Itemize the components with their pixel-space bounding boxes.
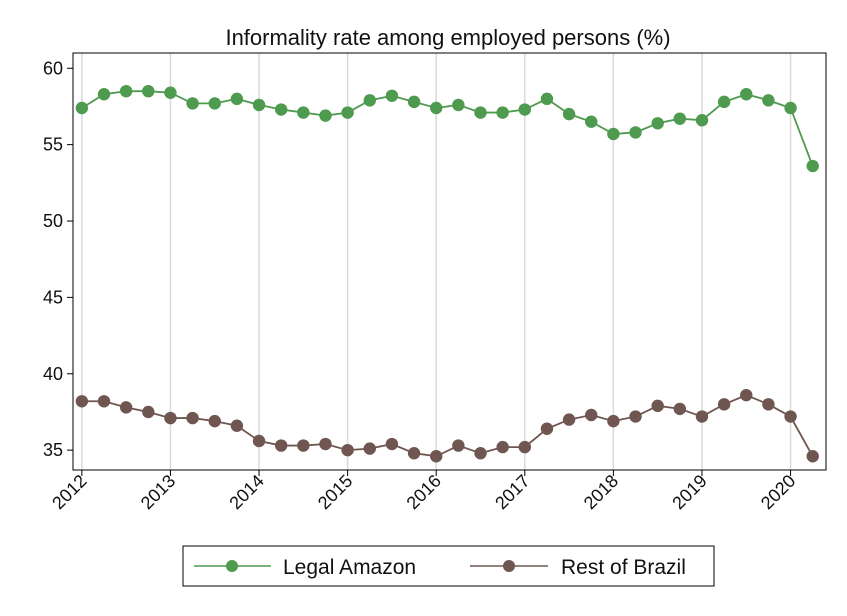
y-tick-label-45: 45 xyxy=(43,287,63,307)
data-point-legal-amazon-2 xyxy=(119,84,133,98)
series-line-rest-of-brazil xyxy=(81,394,814,458)
chart-title: Informality rate among employed persons … xyxy=(225,25,670,50)
data-point-rest-of-brazil-0 xyxy=(75,395,89,408)
x-tick-label-2014: 2014 xyxy=(225,471,267,513)
data-point-legal-amazon-8 xyxy=(252,98,266,112)
data-point-legal-amazon-28 xyxy=(695,114,709,127)
x-tick-label-2017: 2017 xyxy=(491,471,533,513)
data-point-rest-of-brazil-19 xyxy=(496,440,509,454)
data-point-rest-of-brazil-13 xyxy=(363,442,376,455)
data-point-legal-amazon-6 xyxy=(208,97,221,110)
data-point-legal-amazon-16 xyxy=(430,101,443,115)
data-point-legal-amazon-0 xyxy=(75,101,89,115)
data-point-legal-amazon-25 xyxy=(629,126,642,139)
x-tick-label-2019: 2019 xyxy=(668,471,710,513)
data-point-legal-amazon-15 xyxy=(407,95,421,109)
data-point-rest-of-brazil-27 xyxy=(673,402,687,416)
grid-lines xyxy=(81,53,792,470)
data-point-legal-amazon-17 xyxy=(452,98,465,112)
legend-marker-legal-amazon xyxy=(226,560,238,572)
data-point-rest-of-brazil-14 xyxy=(385,437,399,451)
data-point-legal-amazon-3 xyxy=(142,84,155,98)
y-tick-label-40: 40 xyxy=(43,364,63,384)
plot-frame xyxy=(72,52,827,471)
data-point-rest-of-brazil-4 xyxy=(164,411,177,425)
data-point-rest-of-brazil-11 xyxy=(319,437,332,451)
data-point-legal-amazon-1 xyxy=(97,88,111,101)
data-point-rest-of-brazil-22 xyxy=(562,413,576,426)
data-point-rest-of-brazil-8 xyxy=(252,434,266,448)
data-point-rest-of-brazil-1 xyxy=(97,395,111,408)
data-point-legal-amazon-24 xyxy=(607,127,620,141)
data-point-rest-of-brazil-12 xyxy=(341,443,354,457)
series xyxy=(75,84,819,463)
series-legal-amazon xyxy=(75,84,819,173)
legend-marker-rest-of-brazil xyxy=(503,560,515,572)
x-tick-label-2018: 2018 xyxy=(580,471,622,513)
x-tick-label-2012: 2012 xyxy=(48,471,90,513)
data-point-rest-of-brazil-24 xyxy=(607,414,620,428)
data-point-legal-amazon-13 xyxy=(363,94,376,107)
data-point-legal-amazon-5 xyxy=(186,97,199,110)
data-point-legal-amazon-31 xyxy=(762,94,775,107)
y-tick-label-60: 60 xyxy=(43,58,63,78)
x-tick-label-2020: 2020 xyxy=(757,471,799,513)
x-tick-label-2016: 2016 xyxy=(403,471,445,513)
data-point-rest-of-brazil-26 xyxy=(651,399,664,413)
data-point-legal-amazon-33 xyxy=(806,159,819,173)
data-point-rest-of-brazil-21 xyxy=(540,422,554,435)
data-point-rest-of-brazil-31 xyxy=(762,398,775,411)
data-point-rest-of-brazil-28 xyxy=(695,410,709,423)
data-point-legal-amazon-18 xyxy=(474,106,487,119)
data-point-legal-amazon-26 xyxy=(651,117,664,130)
data-point-legal-amazon-27 xyxy=(673,112,687,125)
data-point-rest-of-brazil-25 xyxy=(629,410,642,423)
data-point-rest-of-brazil-20 xyxy=(518,440,531,454)
data-point-legal-amazon-23 xyxy=(585,115,598,128)
data-point-rest-of-brazil-32 xyxy=(784,410,797,423)
data-point-legal-amazon-10 xyxy=(297,106,310,119)
legend-label-legal-amazon: Legal Amazon xyxy=(283,556,416,579)
data-point-rest-of-brazil-30 xyxy=(740,388,753,402)
data-point-rest-of-brazil-18 xyxy=(474,446,487,460)
data-point-legal-amazon-7 xyxy=(230,92,244,106)
data-point-rest-of-brazil-16 xyxy=(430,450,443,463)
data-point-legal-amazon-12 xyxy=(341,106,354,119)
data-point-rest-of-brazil-23 xyxy=(585,408,598,422)
y-tick-label-55: 55 xyxy=(43,135,63,155)
data-point-rest-of-brazil-33 xyxy=(806,450,819,463)
data-point-rest-of-brazil-7 xyxy=(230,419,244,432)
x-tick-label-2013: 2013 xyxy=(137,471,179,513)
data-point-rest-of-brazil-2 xyxy=(119,401,133,414)
data-point-legal-amazon-30 xyxy=(740,88,753,101)
x-tick-label-2015: 2015 xyxy=(314,471,356,513)
y-tick-label-35: 35 xyxy=(43,440,63,460)
data-point-legal-amazon-29 xyxy=(717,95,731,109)
data-point-legal-amazon-14 xyxy=(385,89,399,102)
data-point-rest-of-brazil-6 xyxy=(208,414,221,428)
data-point-rest-of-brazil-10 xyxy=(297,439,310,452)
legend: Legal Amazon Rest of Brazil xyxy=(182,545,715,587)
data-point-legal-amazon-11 xyxy=(319,109,332,122)
series-rest-of-brazil xyxy=(75,388,819,463)
data-point-legal-amazon-20 xyxy=(518,103,531,116)
data-point-rest-of-brazil-17 xyxy=(452,439,465,452)
data-point-legal-amazon-9 xyxy=(274,103,288,116)
series-line-legal-amazon xyxy=(81,90,814,167)
y-tick-label-50: 50 xyxy=(43,211,63,231)
data-point-legal-amazon-22 xyxy=(562,107,576,121)
data-point-legal-amazon-19 xyxy=(496,106,509,119)
data-point-rest-of-brazil-29 xyxy=(717,398,731,411)
data-point-legal-amazon-21 xyxy=(540,92,554,106)
data-point-rest-of-brazil-5 xyxy=(186,411,199,425)
axes: 2012 2013 2014 2015 2016 2017 2018 2019 2020 35 40… xyxy=(43,58,799,513)
data-point-rest-of-brazil-9 xyxy=(274,439,288,452)
data-point-rest-of-brazil-3 xyxy=(142,405,155,419)
data-point-legal-amazon-32 xyxy=(784,101,797,115)
data-point-rest-of-brazil-15 xyxy=(407,446,421,460)
legend-box xyxy=(182,545,715,587)
data-point-legal-amazon-4 xyxy=(164,86,177,99)
legend-label-rest-of-brazil: Rest of Brazil xyxy=(561,556,686,579)
